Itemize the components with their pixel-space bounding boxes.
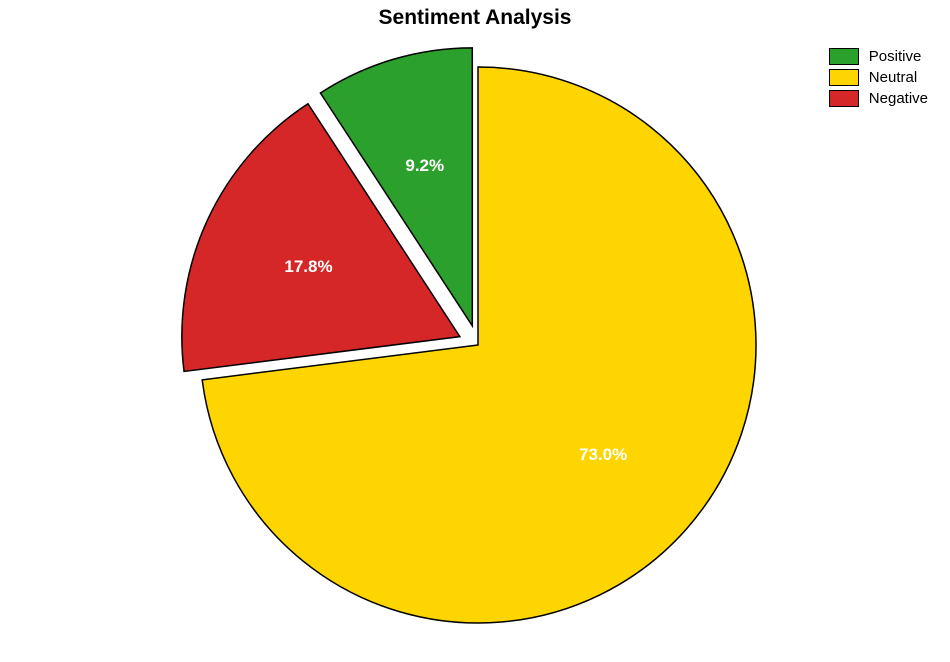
pie-chart-container: Sentiment Analysis Positive Neutral Nega… bbox=[0, 0, 950, 662]
legend-label-neutral: Neutral bbox=[869, 69, 917, 86]
legend-label-positive: Positive bbox=[869, 48, 922, 65]
legend-label-negative: Negative bbox=[869, 90, 928, 107]
slice-label-neutral: 73.0% bbox=[579, 445, 627, 465]
legend-swatch-negative bbox=[829, 90, 859, 107]
legend-item-neutral: Neutral bbox=[829, 69, 928, 86]
slice-label-positive: 9.2% bbox=[405, 156, 444, 176]
legend-swatch-positive bbox=[829, 48, 859, 65]
legend: Positive Neutral Negative bbox=[829, 48, 928, 111]
slice-label-negative: 17.8% bbox=[284, 257, 332, 277]
legend-item-positive: Positive bbox=[829, 48, 928, 65]
legend-item-negative: Negative bbox=[829, 90, 928, 107]
pie-chart-svg bbox=[0, 0, 950, 662]
legend-swatch-neutral bbox=[829, 69, 859, 86]
